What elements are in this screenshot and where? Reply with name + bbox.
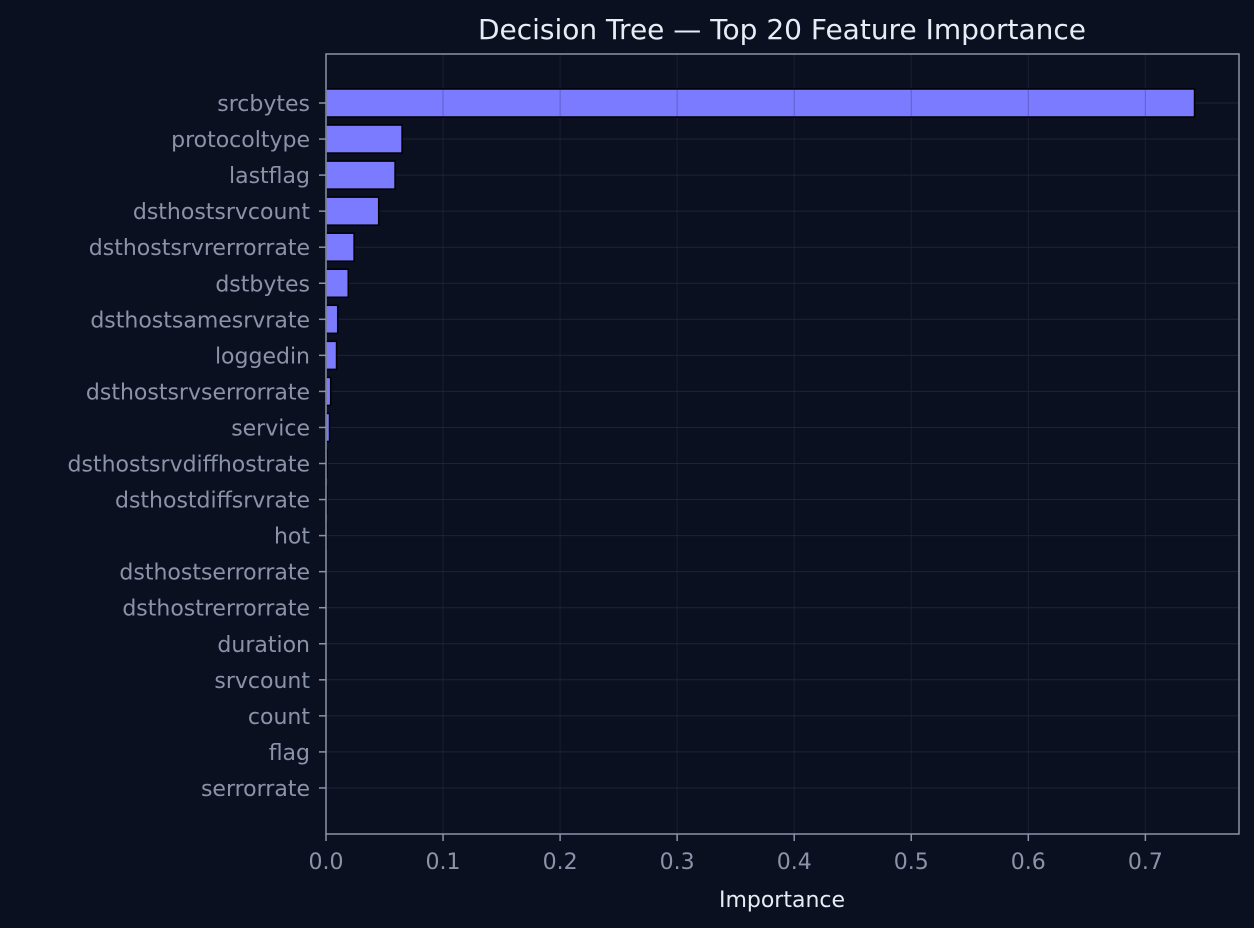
y-tick-label-srcbytes: srcbytes	[217, 92, 310, 117]
bar-dsthostsrvrerrorrate	[325, 232, 355, 262]
y-tick-label-dsthostdiffsrvrate: dsthostdiffsrvrate	[115, 489, 310, 514]
bar-loggedin	[325, 340, 338, 371]
x-tick-labels: 0.0 0.1 0.2 0.3 0.4 0.5 0.6 0.7	[309, 834, 1163, 875]
x-axis-label: Importance	[719, 888, 845, 913]
x-tick-label: 0.3	[660, 850, 695, 875]
y-tick-label-dstbytes: dstbytes	[215, 272, 310, 297]
y-tick-label-hot: hot	[274, 525, 310, 550]
y-tick-label-dsthostsamesrvrate: dsthostsamesrvrate	[90, 308, 310, 333]
y-tick-label-dsthostsrvcount: dsthostsrvcount	[133, 200, 311, 225]
y-tick-label-count: count	[248, 705, 310, 730]
y-tick-label-dsthostsrvserrorrate: dsthostsrvserrorrate	[86, 380, 310, 405]
bar-srcbytes	[325, 88, 1196, 118]
bars	[325, 54, 1196, 834]
bar-dsthostsamesrvrate	[325, 304, 339, 335]
y-tick-label-service: service	[231, 416, 310, 441]
x-tick-label: 0.2	[543, 850, 578, 875]
y-tick-label-protocoltype: protocoltype	[171, 128, 310, 153]
bar-dsthostsrvcount	[325, 196, 380, 226]
x-tick-label: 0.7	[1128, 850, 1163, 875]
x-tick-label: 0.6	[1011, 850, 1046, 875]
y-tick-label-dsthostrerrorrate: dsthostrerrorrate	[122, 597, 310, 622]
y-tick-labels: srcbytes protocoltype lastflag dsthostsrvco…	[68, 92, 326, 802]
y-tick-label-dsthostserrorrate: dsthostserrorrate	[119, 561, 310, 586]
y-tick-label-srvcount: srvcount	[214, 669, 310, 694]
y-tick-label-flag: flag	[269, 741, 310, 766]
y-tick-label-duration: duration	[217, 633, 310, 658]
x-tick-label: 0.0	[309, 850, 344, 875]
bar-lastflag	[325, 160, 396, 190]
x-tick-label: 0.5	[894, 850, 929, 875]
y-tick-label-dsthostsrvdiffhostrate: dsthostsrvdiffhostrate	[68, 453, 310, 478]
y-tick-label-serrorrate: serrorrate	[201, 777, 310, 802]
x-tick-label: 0.1	[426, 850, 461, 875]
bar-protocoltype	[325, 124, 403, 154]
chart-title: Decision Tree — Top 20 Feature Importanc…	[478, 13, 1086, 46]
y-tick-label-loggedin: loggedin	[215, 344, 310, 369]
y-tick-label-lastflag: lastflag	[229, 164, 310, 189]
gridlines	[325, 54, 1239, 834]
y-tick-label-dsthostsrvrerrorrate: dsthostsrvrerrorrate	[89, 236, 310, 261]
x-tick-label: 0.4	[777, 850, 812, 875]
bar-dstbytes	[325, 268, 349, 298]
plot-frame	[325, 53, 1240, 835]
